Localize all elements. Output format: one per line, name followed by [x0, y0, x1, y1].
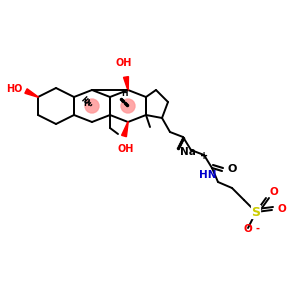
Text: O: O — [228, 164, 237, 174]
Polygon shape — [122, 122, 128, 137]
Circle shape — [121, 99, 135, 113]
Text: OH: OH — [118, 144, 134, 154]
Polygon shape — [124, 76, 128, 90]
Text: O: O — [270, 187, 279, 197]
Text: S: S — [251, 206, 260, 218]
Text: +: + — [200, 151, 208, 161]
Text: HO: HO — [6, 84, 22, 94]
Text: HN: HN — [199, 170, 216, 180]
Text: -: - — [255, 224, 259, 234]
Text: H: H — [121, 89, 127, 98]
Text: O: O — [244, 224, 252, 234]
Text: Na: Na — [180, 147, 196, 157]
Circle shape — [85, 99, 99, 113]
Text: H: H — [84, 100, 90, 109]
Text: OH: OH — [116, 58, 132, 68]
Text: O: O — [278, 204, 287, 214]
Polygon shape — [25, 89, 38, 97]
